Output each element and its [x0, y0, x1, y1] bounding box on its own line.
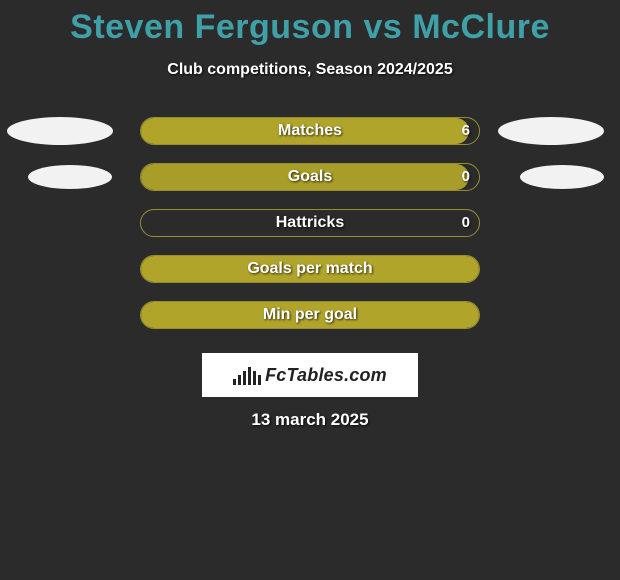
- bar-track: [140, 163, 480, 191]
- bar-track: [140, 301, 480, 329]
- stat-row: Goals0: [0, 154, 620, 200]
- date-label: 13 march 2025: [0, 410, 620, 430]
- page-title: Steven Ferguson vs McClure: [0, 0, 620, 47]
- bar-fill: [141, 302, 479, 328]
- logo: FcTables.com: [233, 365, 387, 386]
- bar-fill: [141, 256, 479, 282]
- bars-chart: Matches6Goals0Hattricks0Goals per matchM…: [0, 108, 620, 338]
- stat-row: Min per goal: [0, 292, 620, 338]
- bar-track: [140, 209, 480, 237]
- vs-text: vs: [363, 8, 402, 46]
- bar-fill: [141, 118, 469, 144]
- bar-track: [140, 117, 480, 145]
- comparison-infographic: Steven Ferguson vs McClure Club competit…: [0, 0, 620, 580]
- player-b-name: McClure: [412, 8, 550, 46]
- left-ellipse-icon: [7, 117, 113, 145]
- stat-row: Goals per match: [0, 246, 620, 292]
- logo-text: FcTables.com: [265, 365, 387, 386]
- right-ellipse-icon: [498, 117, 604, 145]
- bar-track: [140, 255, 480, 283]
- logo-box: FcTables.com: [202, 353, 418, 397]
- stat-row: Matches6: [0, 108, 620, 154]
- bar-fill: [141, 164, 469, 190]
- stat-row: Hattricks0: [0, 200, 620, 246]
- subtitle: Club competitions, Season 2024/2025: [0, 61, 620, 79]
- left-ellipse-icon: [28, 165, 112, 189]
- player-a-name: Steven Ferguson: [70, 8, 353, 46]
- right-ellipse-icon: [520, 165, 604, 189]
- logo-bars-icon: [233, 365, 261, 385]
